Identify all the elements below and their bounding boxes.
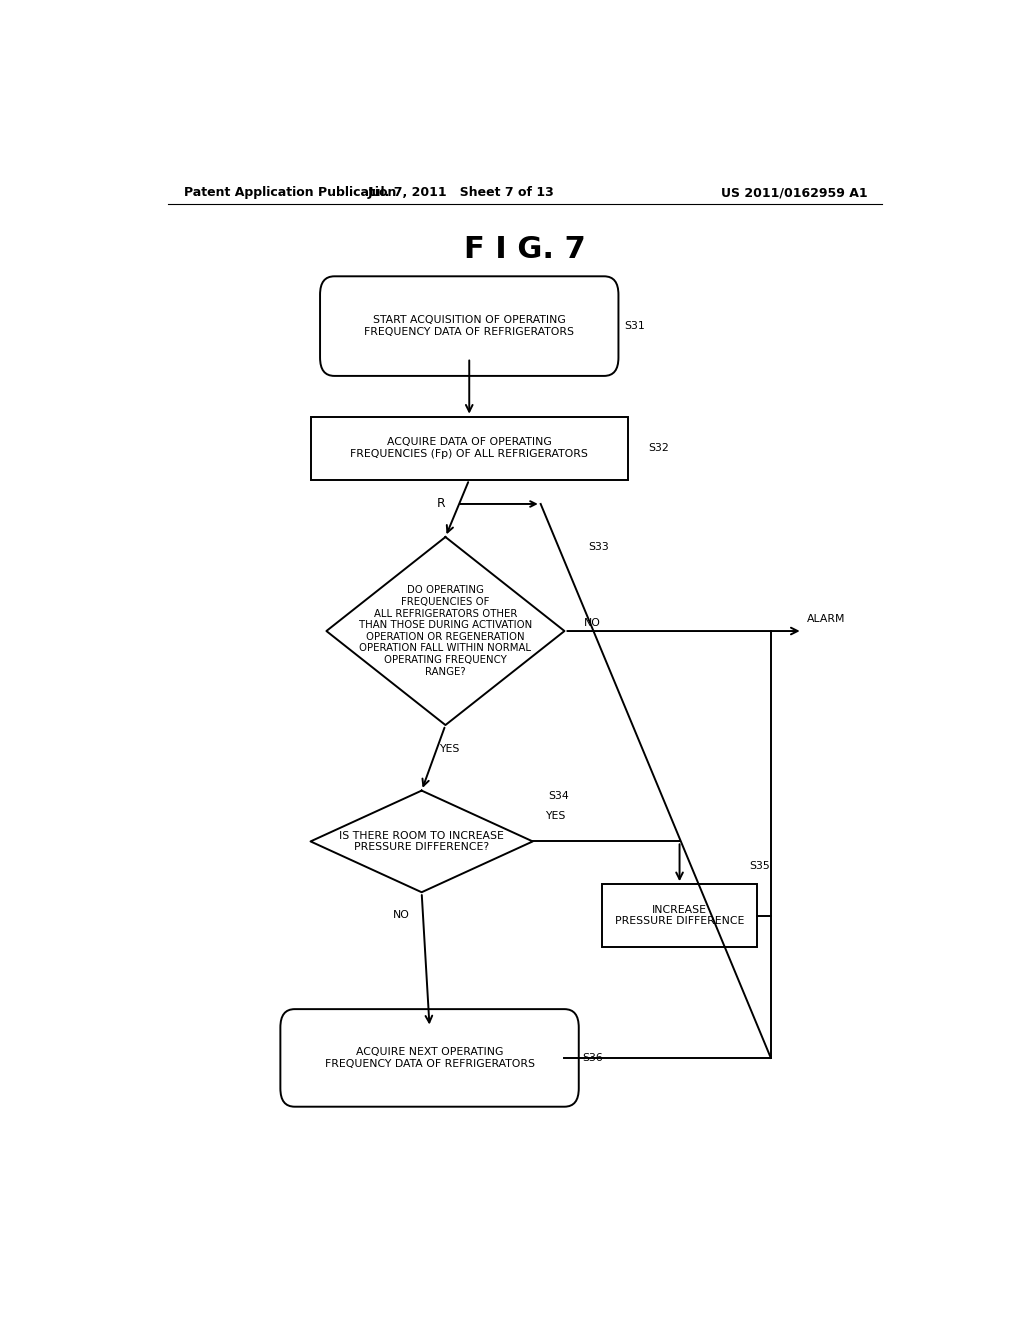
Bar (602, 884, 757, 948)
Text: YES: YES (545, 810, 565, 821)
Text: ACQUIRE NEXT OPERATING
FREQUENCY DATA OF REFRIGERATORS: ACQUIRE NEXT OPERATING FREQUENCY DATA OF… (325, 1047, 535, 1069)
Text: START ACQUISITION OF OPERATING
FREQUENCY DATA OF REFRIGERATORS: START ACQUISITION OF OPERATING FREQUENCY… (365, 315, 574, 337)
Text: Jul. 7, 2011   Sheet 7 of 13: Jul. 7, 2011 Sheet 7 of 13 (368, 186, 555, 199)
Bar (310, 417, 628, 479)
Text: YES: YES (439, 744, 460, 755)
Text: NO: NO (585, 618, 601, 628)
Text: DO OPERATING
FREQUENCIES OF
ALL REFRIGERATORS OTHER
THAN THOSE DURING ACTIVATION: DO OPERATING FREQUENCIES OF ALL REFRIGER… (358, 586, 532, 677)
Text: US 2011/0162959 A1: US 2011/0162959 A1 (721, 186, 868, 199)
Text: Patent Application Publication: Patent Application Publication (183, 186, 396, 199)
Polygon shape (327, 537, 564, 725)
Text: S36: S36 (582, 1053, 603, 1063)
Text: ALARM: ALARM (807, 614, 845, 624)
Text: R: R (437, 498, 445, 511)
Text: S32: S32 (648, 444, 669, 453)
Polygon shape (310, 791, 532, 892)
Text: NO: NO (393, 909, 411, 920)
FancyBboxPatch shape (321, 276, 618, 376)
FancyBboxPatch shape (281, 1008, 579, 1106)
Text: IS THERE ROOM TO INCREASE
PRESSURE DIFFERENCE?: IS THERE ROOM TO INCREASE PRESSURE DIFFE… (339, 830, 504, 853)
Text: S31: S31 (624, 321, 645, 331)
Text: INCREASE
PRESSURE DIFFERENCE: INCREASE PRESSURE DIFFERENCE (614, 904, 744, 927)
Text: S35: S35 (749, 861, 770, 871)
Text: S33: S33 (588, 543, 609, 552)
Text: F I G. 7: F I G. 7 (464, 235, 586, 264)
Text: ACQUIRE DATA OF OPERATING
FREQUENCIES (Fp) OF ALL REFRIGERATORS: ACQUIRE DATA OF OPERATING FREQUENCIES (F… (350, 437, 588, 459)
Text: S34: S34 (549, 791, 569, 801)
